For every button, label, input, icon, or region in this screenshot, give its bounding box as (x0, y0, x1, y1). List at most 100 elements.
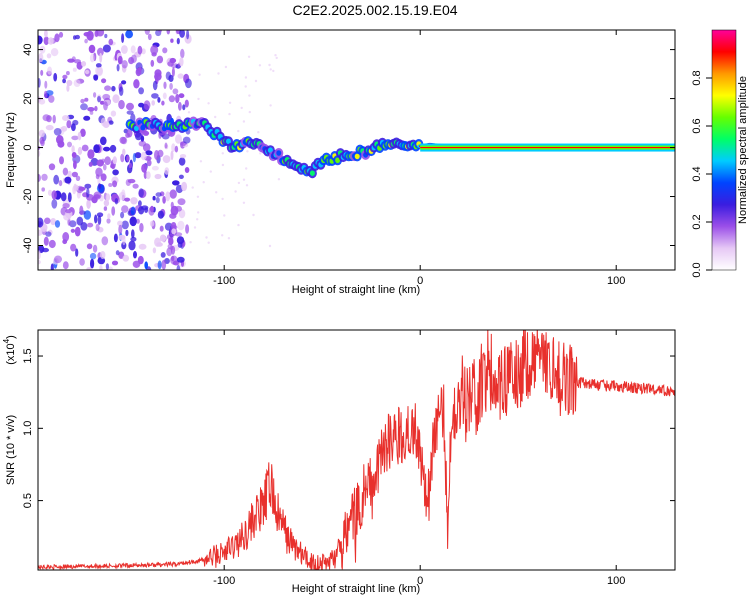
spectrogram-cell (182, 104, 186, 111)
spectrogram-cell (144, 30, 150, 35)
spectrogram-cell (43, 36, 49, 46)
spectrogram-cells (38, 30, 675, 270)
spectrogram-cell (66, 79, 73, 87)
spectrogram-cell (187, 111, 191, 114)
spectrogram-cell (277, 178, 281, 181)
spectrogram-cell (170, 150, 174, 161)
spectrogram-cell (240, 106, 243, 110)
spectrogram-cell (228, 101, 232, 105)
spectrogram-cell (113, 233, 118, 243)
snr-x-tick-label: 0 (417, 575, 423, 587)
spectrogram-cell (175, 205, 182, 212)
spectrogram-cell (215, 191, 218, 194)
spectrogram-cell (48, 239, 56, 249)
spectrogram-cell (162, 155, 171, 164)
spectrogram-cell (59, 156, 64, 165)
spectrogram-cell (170, 245, 176, 255)
snr-chart: -100 0 100 0.5 1.0 1.5 Height of straight lin… (2, 329, 676, 595)
spectrogram-cell (354, 153, 360, 160)
spectrogram-cell (111, 260, 119, 266)
spectrogram-cell (38, 52, 44, 63)
spectrogram-cell (47, 66, 53, 75)
spectrogram-cell (221, 152, 224, 155)
spectrogram-cell (176, 264, 181, 270)
spectrogram-cell (84, 69, 90, 75)
spectrogram-cell (77, 146, 83, 155)
spectrogram-cell (167, 243, 173, 249)
spectrogram-cell (170, 38, 174, 43)
spectrogram-cell (162, 47, 168, 54)
spectrogram-cell (103, 101, 108, 111)
spectrogram-cell (100, 100, 105, 105)
spectrogram-cell (112, 94, 120, 104)
spectrogram-cell (214, 115, 217, 119)
spectrogram-cell (90, 258, 95, 269)
spectrogram-cell (159, 225, 164, 232)
spectrogram-cell (105, 193, 111, 201)
spectrogram-cell (108, 183, 113, 187)
spectrogram-cell (168, 95, 176, 103)
spectrogram-cell (197, 97, 200, 101)
spectrogram-cell (81, 61, 87, 67)
spectrogram-cell (40, 69, 44, 76)
spectrogram-cell (94, 30, 99, 37)
spectrogram-cell (110, 110, 117, 117)
spectrogram-cell (95, 63, 102, 68)
spectrogram-chart: -100 0 100 -40 -20 0 20 40 Height of straight l… (5, 29, 749, 296)
spectrogram-cell (103, 164, 107, 171)
spectrogram-cell (258, 64, 262, 67)
spectrogram-cell (87, 107, 95, 112)
spectrogram-cell (54, 255, 62, 264)
spectrogram-cell (128, 57, 135, 65)
spectrogram-cell (234, 190, 237, 193)
spectrogram-cell (93, 74, 99, 79)
spectrogram-cell (38, 129, 45, 138)
spectrogram-cell (51, 199, 58, 209)
spectrogram-cell (144, 261, 148, 270)
spectrogram-cell (171, 255, 175, 262)
spectrogram-cell (88, 44, 96, 54)
spectrogram-cell (244, 76, 248, 79)
spectrogram-cell (161, 100, 165, 106)
spectrogram-cell (93, 144, 100, 154)
snr-y-tick-label: 1.0 (22, 421, 34, 436)
spectrogram-cell (132, 152, 136, 163)
spectrogram-cell (185, 78, 192, 89)
spectrogram-cell (96, 66, 103, 77)
spectrogram-cell (50, 263, 54, 270)
spectrogram-cell (74, 184, 79, 191)
spectrogram-cell (245, 167, 248, 170)
spectrogram-y-tick-label: -20 (22, 189, 34, 205)
spectrogram-cell (125, 30, 133, 39)
spectrogram-cell (103, 206, 108, 211)
spectrogram-cell (111, 85, 116, 92)
spectrogram-cell (86, 267, 92, 270)
spectrogram-cell (223, 214, 226, 217)
spectrogram-cell (81, 144, 89, 152)
spectrogram-cell (196, 195, 200, 198)
spectrogram-cell (94, 105, 98, 112)
spectrogram-cell (120, 211, 125, 219)
spectrogram-cell (72, 67, 77, 72)
spectrogram-cell (246, 150, 249, 153)
spectrogram-cell (169, 57, 177, 64)
spectrogram-cell (45, 124, 54, 131)
spectrogram-cell (99, 52, 103, 63)
spectrogram-cell (46, 115, 52, 123)
spectrogram-cell (179, 57, 184, 67)
spectrogram-cell (96, 212, 104, 218)
spectrogram-cell (133, 79, 140, 89)
spectrogram-cell (104, 85, 112, 91)
spectrogram-cell (93, 92, 97, 98)
spectrogram-cell (62, 232, 70, 242)
spectrogram-cell (150, 59, 155, 67)
spectrogram-cell (106, 218, 111, 224)
spectrogram-cell (44, 217, 51, 225)
spectrogram-cell (155, 196, 160, 204)
spectrogram-cell (71, 171, 78, 178)
spectrogram-cell (274, 54, 277, 57)
spectrogram-cell (138, 102, 145, 108)
spectrogram-cell (77, 131, 82, 141)
spectrogram-cell (178, 174, 184, 179)
spectrogram-cell (131, 229, 135, 239)
